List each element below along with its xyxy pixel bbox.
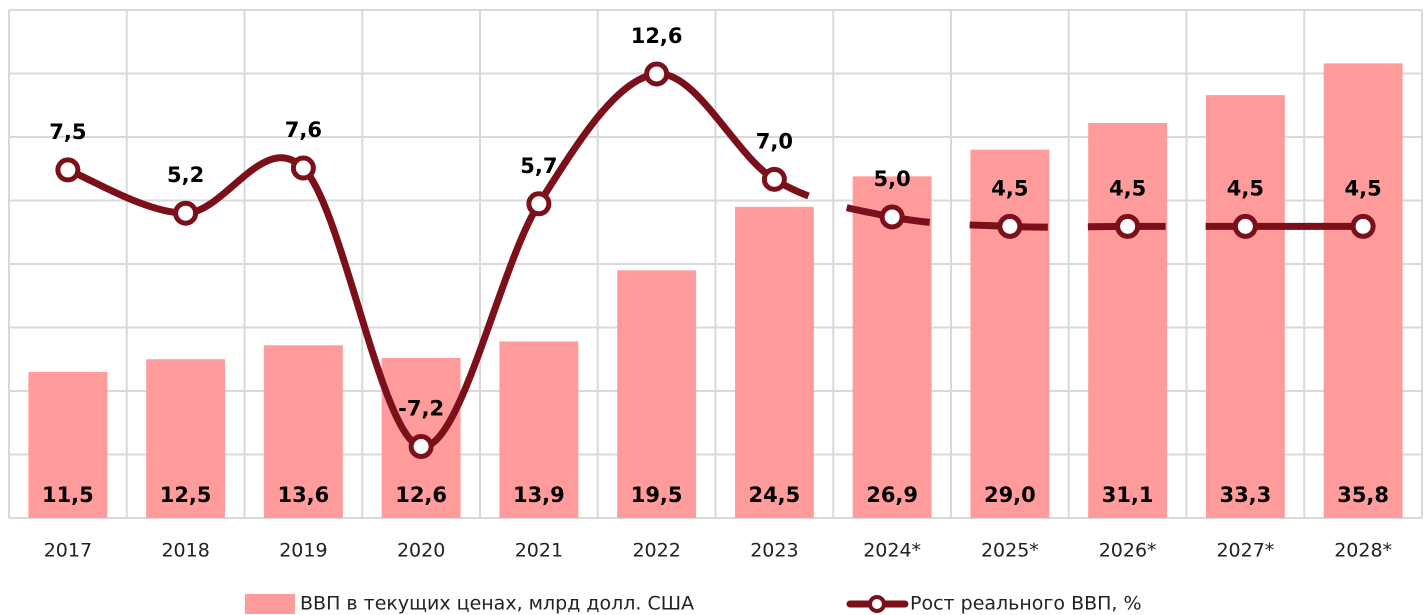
line-segment: [772, 176, 893, 221]
line-point: [879, 204, 905, 230]
line-value-label: 7,0: [756, 129, 793, 153]
bar: [617, 270, 697, 518]
bar-value-label: 11,5: [42, 483, 94, 507]
bar: [852, 176, 932, 518]
x-tick-label: 2019: [279, 540, 327, 562]
bar: [263, 345, 343, 518]
bar-value-label: 12,5: [160, 483, 212, 507]
x-tick-label: 2018: [161, 540, 209, 562]
legend-point: [868, 595, 886, 613]
line-value-label: 4,5: [1109, 176, 1146, 200]
legend-swatch: [245, 594, 295, 614]
bar: [970, 149, 1050, 518]
x-tick-label: 2022: [632, 540, 680, 562]
line-value-label: 12,6: [631, 24, 683, 48]
bar: [28, 371, 108, 518]
line-segment: [417, 200, 543, 451]
line-point: [1232, 213, 1258, 239]
line-segment: [653, 70, 778, 183]
x-tick-label: 2025*: [981, 540, 1039, 562]
line-value-label: 4,5: [1345, 176, 1382, 200]
legend-label: ВВП в текущих ценах, млрд долл. США: [300, 593, 694, 615]
bar: [1088, 123, 1168, 518]
bar-value-label: 31,1: [1102, 483, 1154, 507]
x-tick-label: 2028*: [1334, 540, 1392, 562]
line-value-label: 5,0: [874, 167, 911, 191]
bar: [1323, 63, 1403, 519]
bar: [1205, 95, 1285, 518]
x-tick-label: 2024*: [863, 540, 921, 562]
line-value-label: 5,2: [167, 163, 204, 187]
line-value-label: 7,6: [285, 118, 322, 142]
line-point: [644, 61, 670, 87]
line-point: [761, 166, 787, 192]
bar-value-label: 26,9: [866, 483, 918, 507]
bar: [734, 206, 814, 518]
line-point: [997, 213, 1023, 239]
line-point: [408, 434, 434, 460]
x-tick-label: 2021: [515, 540, 563, 562]
x-tick-label: 2017: [44, 540, 92, 562]
x-tick-label: 2026*: [1099, 540, 1157, 562]
line-point: [55, 157, 81, 183]
line-value-label: 4,5: [1227, 176, 1264, 200]
line-point: [526, 191, 552, 217]
line-point: [1115, 213, 1141, 239]
line-value-label: 7,5: [49, 120, 86, 144]
legend-label: Рост реального ВВП, %: [910, 593, 1142, 615]
bar-value-label: 24,5: [748, 483, 800, 507]
line-point: [290, 155, 316, 181]
bar-value-label: 29,0: [984, 483, 1036, 507]
line-segment: [535, 70, 661, 208]
line-point: [173, 200, 199, 226]
bar: [146, 359, 226, 518]
line-segment: [299, 164, 425, 451]
bar: [499, 341, 579, 518]
line-segment: [182, 154, 307, 217]
bar-value-label: 12,6: [395, 483, 447, 507]
line-value-label: 4,5: [991, 176, 1028, 200]
line-point: [1350, 213, 1376, 239]
bar-value-label: 13,6: [277, 483, 329, 507]
bar-value-label: 33,3: [1219, 483, 1271, 507]
x-tick-label: 2020: [397, 540, 445, 562]
bar-value-label: 35,8: [1337, 483, 1389, 507]
x-tick-label: 2023: [750, 540, 798, 562]
bar-value-label: 19,5: [631, 483, 683, 507]
x-tick-label: 2027*: [1216, 540, 1274, 562]
line-value-label: 5,7: [520, 154, 557, 178]
bar-value-label: 13,9: [513, 483, 565, 507]
line-value-label: -7,2: [398, 397, 444, 421]
